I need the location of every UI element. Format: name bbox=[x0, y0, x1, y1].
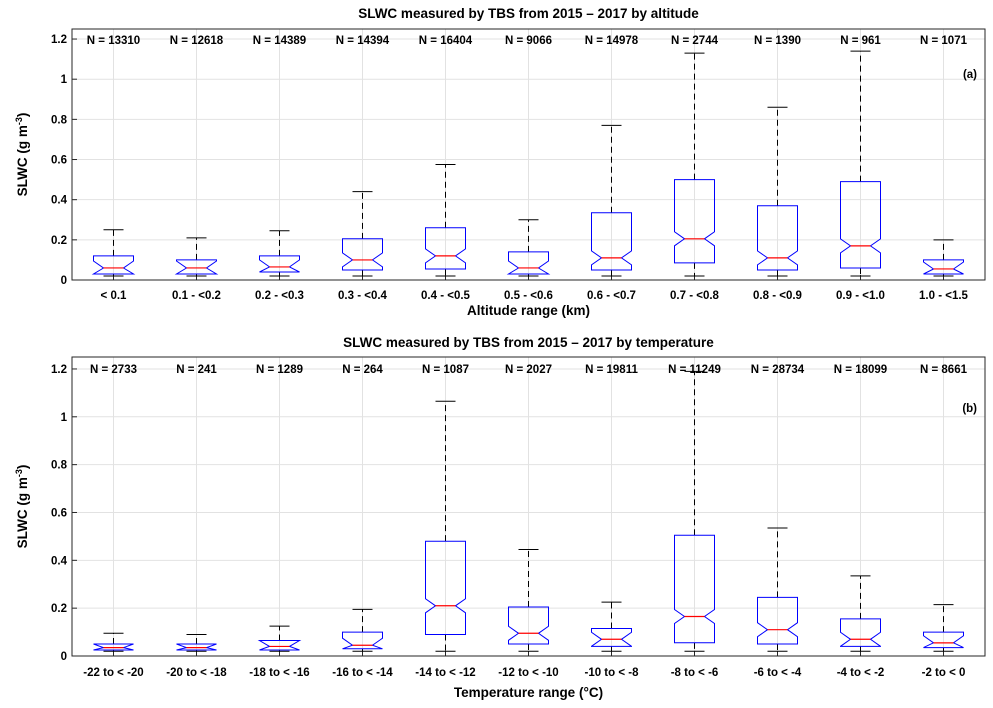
box bbox=[674, 534, 715, 644]
box bbox=[591, 628, 632, 647]
x-tick-label: < 0.1 bbox=[101, 290, 128, 302]
y-tick-label: 1.2 bbox=[51, 364, 67, 376]
x-tick-label: -14 to < -12 bbox=[415, 667, 475, 679]
sample-count-label: N = 14389 bbox=[253, 35, 306, 47]
sample-count-label: N = 1390 bbox=[754, 35, 801, 47]
panel-label: (a) bbox=[963, 69, 977, 81]
x-tick-label: 0.6 - <0.7 bbox=[587, 290, 636, 302]
box bbox=[91, 255, 136, 275]
sample-count-label: N = 2733 bbox=[90, 364, 137, 376]
y-tick-label: 0.6 bbox=[51, 155, 67, 167]
panel-label: (b) bbox=[962, 403, 977, 415]
y-axis-label: SLWC (g m-3) bbox=[14, 465, 30, 549]
sample-count-label: N = 9066 bbox=[505, 35, 552, 47]
box bbox=[840, 181, 881, 269]
x-tick-label: 0.8 - <0.9 bbox=[753, 290, 802, 302]
y-tick-label: 0.4 bbox=[51, 555, 68, 567]
box bbox=[508, 606, 549, 645]
x-tick-label: 0.2 - <0.3 bbox=[255, 290, 304, 302]
y-tick-label: 0 bbox=[61, 275, 67, 287]
sample-count-label: N = 961 bbox=[840, 35, 881, 47]
sample-count-label: N = 16404 bbox=[419, 35, 473, 47]
box bbox=[259, 255, 300, 273]
x-tick-label: 1.0 - <1.5 bbox=[919, 290, 969, 302]
y-tick-label: 0.2 bbox=[51, 235, 67, 247]
sample-count-label: N = 264 bbox=[342, 364, 383, 376]
x-tick-label: -20 to < -18 bbox=[166, 667, 227, 679]
y-tick-label: 0.2 bbox=[51, 603, 67, 615]
x-tick-label: 0.5 - <0.6 bbox=[504, 290, 553, 302]
box bbox=[923, 631, 964, 649]
chart-panel-1: 0 0.2 0.4 0.6 0.8 1 1.2 < 0.1 0.1 - <0.2 0.2 - <0… bbox=[14, 6, 986, 318]
x-tick-label: 0.9 - <1.0 bbox=[836, 290, 885, 302]
x-tick-label: 0.4 - <0.5 bbox=[421, 290, 471, 302]
y-tick-label: 0.6 bbox=[51, 507, 67, 519]
x-tick-label: -6 to < -4 bbox=[754, 667, 802, 679]
box bbox=[425, 540, 466, 635]
y-tick-label: 0.4 bbox=[51, 195, 68, 207]
sample-count-label: N = 8661 bbox=[920, 364, 968, 376]
sample-count-label: N = 11249 bbox=[668, 364, 721, 376]
box bbox=[923, 259, 964, 275]
y-tick-label: 0 bbox=[61, 651, 67, 663]
sample-count-label: N = 1289 bbox=[256, 364, 303, 376]
sample-count-label: N = 1071 bbox=[920, 35, 968, 47]
y-tick-label: 1 bbox=[61, 74, 68, 86]
y-tick-label: 0.8 bbox=[51, 460, 68, 472]
box bbox=[342, 238, 383, 271]
sample-count-label: N = 28734 bbox=[751, 364, 805, 376]
box bbox=[342, 631, 383, 650]
x-tick-label: -2 to < 0 bbox=[922, 667, 966, 679]
chart-title: SLWC measured by TBS from 2015 – 2017 by… bbox=[358, 6, 699, 21]
sample-count-label: N = 2744 bbox=[671, 35, 719, 47]
x-tick-label: -18 to < -16 bbox=[249, 667, 309, 679]
sample-count-label: N = 241 bbox=[176, 364, 217, 376]
chart-title: SLWC measured by TBS from 2015 – 2017 by… bbox=[343, 335, 714, 350]
x-tick-label: -8 to < -6 bbox=[671, 667, 719, 679]
x-axis-label: Temperature range (°C) bbox=[454, 685, 603, 700]
box bbox=[840, 618, 881, 647]
x-axis-label: Altitude range (km) bbox=[467, 303, 590, 318]
x-tick-label: 0.7 - <0.8 bbox=[670, 290, 720, 302]
x-tick-label: 0.1 - <0.2 bbox=[172, 290, 221, 302]
y-tick-label: 0.8 bbox=[51, 114, 68, 126]
sample-count-label: N = 1087 bbox=[422, 364, 469, 376]
sample-count-label: N = 12618 bbox=[170, 35, 224, 47]
sample-count-label: N = 19811 bbox=[585, 364, 638, 376]
x-tick-label: -22 to < -20 bbox=[83, 667, 143, 679]
x-tick-label: -4 to < -2 bbox=[837, 667, 885, 679]
y-tick-label: 1 bbox=[61, 412, 68, 424]
sample-count-label: N = 13310 bbox=[87, 35, 140, 47]
box bbox=[506, 251, 551, 275]
chart-panel-2: 0 0.2 0.4 0.6 0.8 1 1.2 -22 to < -20 -20 to < -1… bbox=[14, 335, 986, 700]
box bbox=[174, 259, 219, 275]
x-tick-label: -12 to < -10 bbox=[498, 667, 558, 679]
box bbox=[674, 179, 715, 264]
sample-count-label: N = 2027 bbox=[505, 364, 552, 376]
x-tick-label: -10 to < -8 bbox=[584, 667, 639, 679]
box bbox=[757, 596, 798, 645]
sample-count-label: N = 14394 bbox=[336, 35, 390, 47]
box bbox=[591, 212, 632, 271]
sample-count-label: N = 14978 bbox=[585, 35, 639, 47]
box bbox=[757, 205, 798, 271]
y-axis-label: SLWC (g m-3) bbox=[14, 113, 30, 197]
sample-count-label: N = 18099 bbox=[834, 364, 887, 376]
y-tick-label: 1.2 bbox=[51, 34, 67, 46]
box bbox=[425, 227, 466, 270]
x-tick-label: -16 to < -14 bbox=[332, 667, 393, 679]
x-tick-label: 0.3 - <0.4 bbox=[338, 290, 388, 302]
